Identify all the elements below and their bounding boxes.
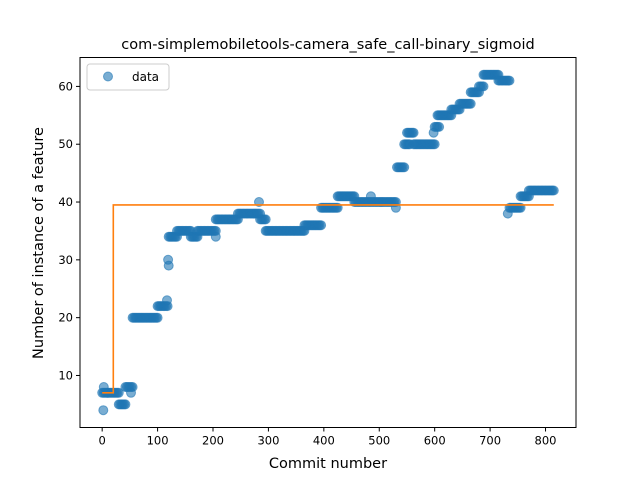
y-tick-label: 60 — [58, 79, 73, 93]
data-point — [163, 260, 174, 271]
data-point — [365, 191, 376, 202]
x-tick-label: 700 — [479, 434, 501, 448]
data-point — [429, 139, 440, 150]
plot-frame — [79, 57, 577, 428]
data-point — [399, 162, 410, 173]
data-point — [316, 220, 327, 231]
y-tick-label: 50 — [58, 137, 73, 151]
data-point — [504, 75, 515, 86]
x-tick-label: 200 — [202, 434, 224, 448]
x-tick-label: 300 — [257, 434, 279, 448]
legend-label-data: data — [132, 70, 159, 84]
x-tick-label: 400 — [313, 434, 335, 448]
y-axis-ticks: 10 20 30 40 50 60 — [58, 79, 80, 382]
data-point — [465, 98, 476, 109]
legend: data — [86, 63, 170, 91]
y-tick-label: 10 — [58, 368, 73, 382]
data-point — [113, 387, 124, 398]
data-point — [260, 214, 271, 225]
chart-title: com-simplemobiletools-camera_safe_call-b… — [121, 37, 534, 53]
y-tick-label: 20 — [58, 311, 73, 325]
data-point — [210, 231, 221, 242]
y-tick-label: 40 — [58, 195, 73, 209]
data-point — [162, 295, 172, 306]
x-tick-label: 600 — [424, 434, 446, 448]
data-point — [120, 399, 131, 410]
legend-marker-data — [103, 71, 113, 82]
y-tick-label: 30 — [58, 253, 73, 267]
data-point — [98, 405, 109, 416]
plot-area — [97, 69, 559, 416]
x-tick-label: 500 — [368, 434, 390, 448]
fit-line — [102, 204, 554, 394]
x-tick-label: 0 — [99, 434, 106, 448]
data-point — [126, 387, 136, 398]
data-point — [478, 81, 489, 92]
y-axis-label: Number of instance of a feature — [31, 127, 47, 359]
data-point — [428, 127, 439, 138]
data-point — [502, 208, 513, 219]
legend-box — [86, 63, 170, 91]
data-point — [408, 127, 419, 138]
data-point — [152, 312, 163, 323]
x-tick-label: 800 — [535, 434, 557, 448]
x-tick-label: 100 — [147, 434, 169, 448]
x-axis-ticks: 0 100 200 300 400 500 600 700 800 — [99, 427, 557, 448]
data-point — [98, 382, 109, 392]
x-axis-label: Commit number — [269, 456, 387, 472]
data-point — [548, 185, 559, 196]
